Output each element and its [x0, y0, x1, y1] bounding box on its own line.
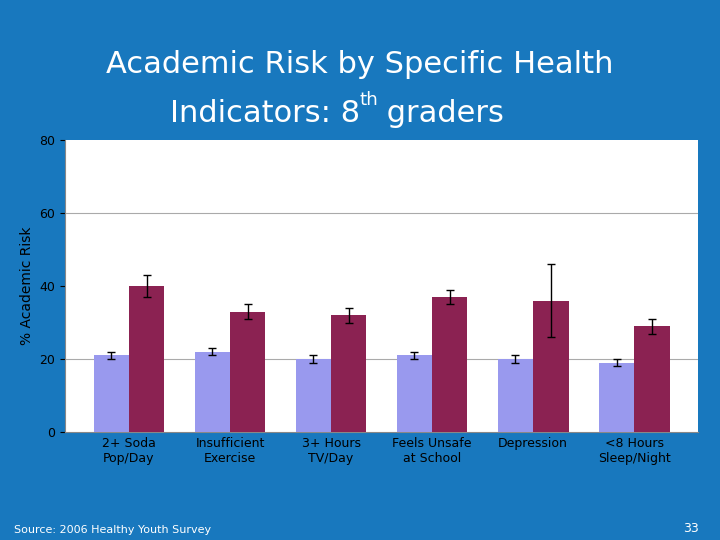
Bar: [129, 286, 164, 432]
Bar: [599, 363, 634, 432]
Bar: [397, 355, 432, 432]
Text: Academic Risk by Specific Health: Academic Risk by Specific Health: [107, 50, 613, 79]
Bar: [634, 326, 670, 432]
Text: Indicators: 8: Indicators: 8: [170, 99, 360, 128]
Text: Source: 2006 Healthy Youth Survey: Source: 2006 Healthy Youth Survey: [14, 524, 212, 535]
Legend: Without risk factor, With risk factor: Without risk factor, With risk factor: [240, 537, 523, 540]
Bar: [94, 355, 129, 432]
Bar: [498, 359, 534, 432]
Bar: [194, 352, 230, 432]
Text: 33: 33: [683, 522, 698, 535]
Bar: [534, 301, 569, 432]
Bar: [296, 359, 331, 432]
Y-axis label: % Academic Risk: % Academic Risk: [19, 227, 34, 346]
Text: graders: graders: [377, 99, 504, 128]
Bar: [331, 315, 366, 432]
Bar: [230, 312, 266, 432]
Bar: [432, 297, 467, 432]
Text: th: th: [360, 91, 379, 109]
